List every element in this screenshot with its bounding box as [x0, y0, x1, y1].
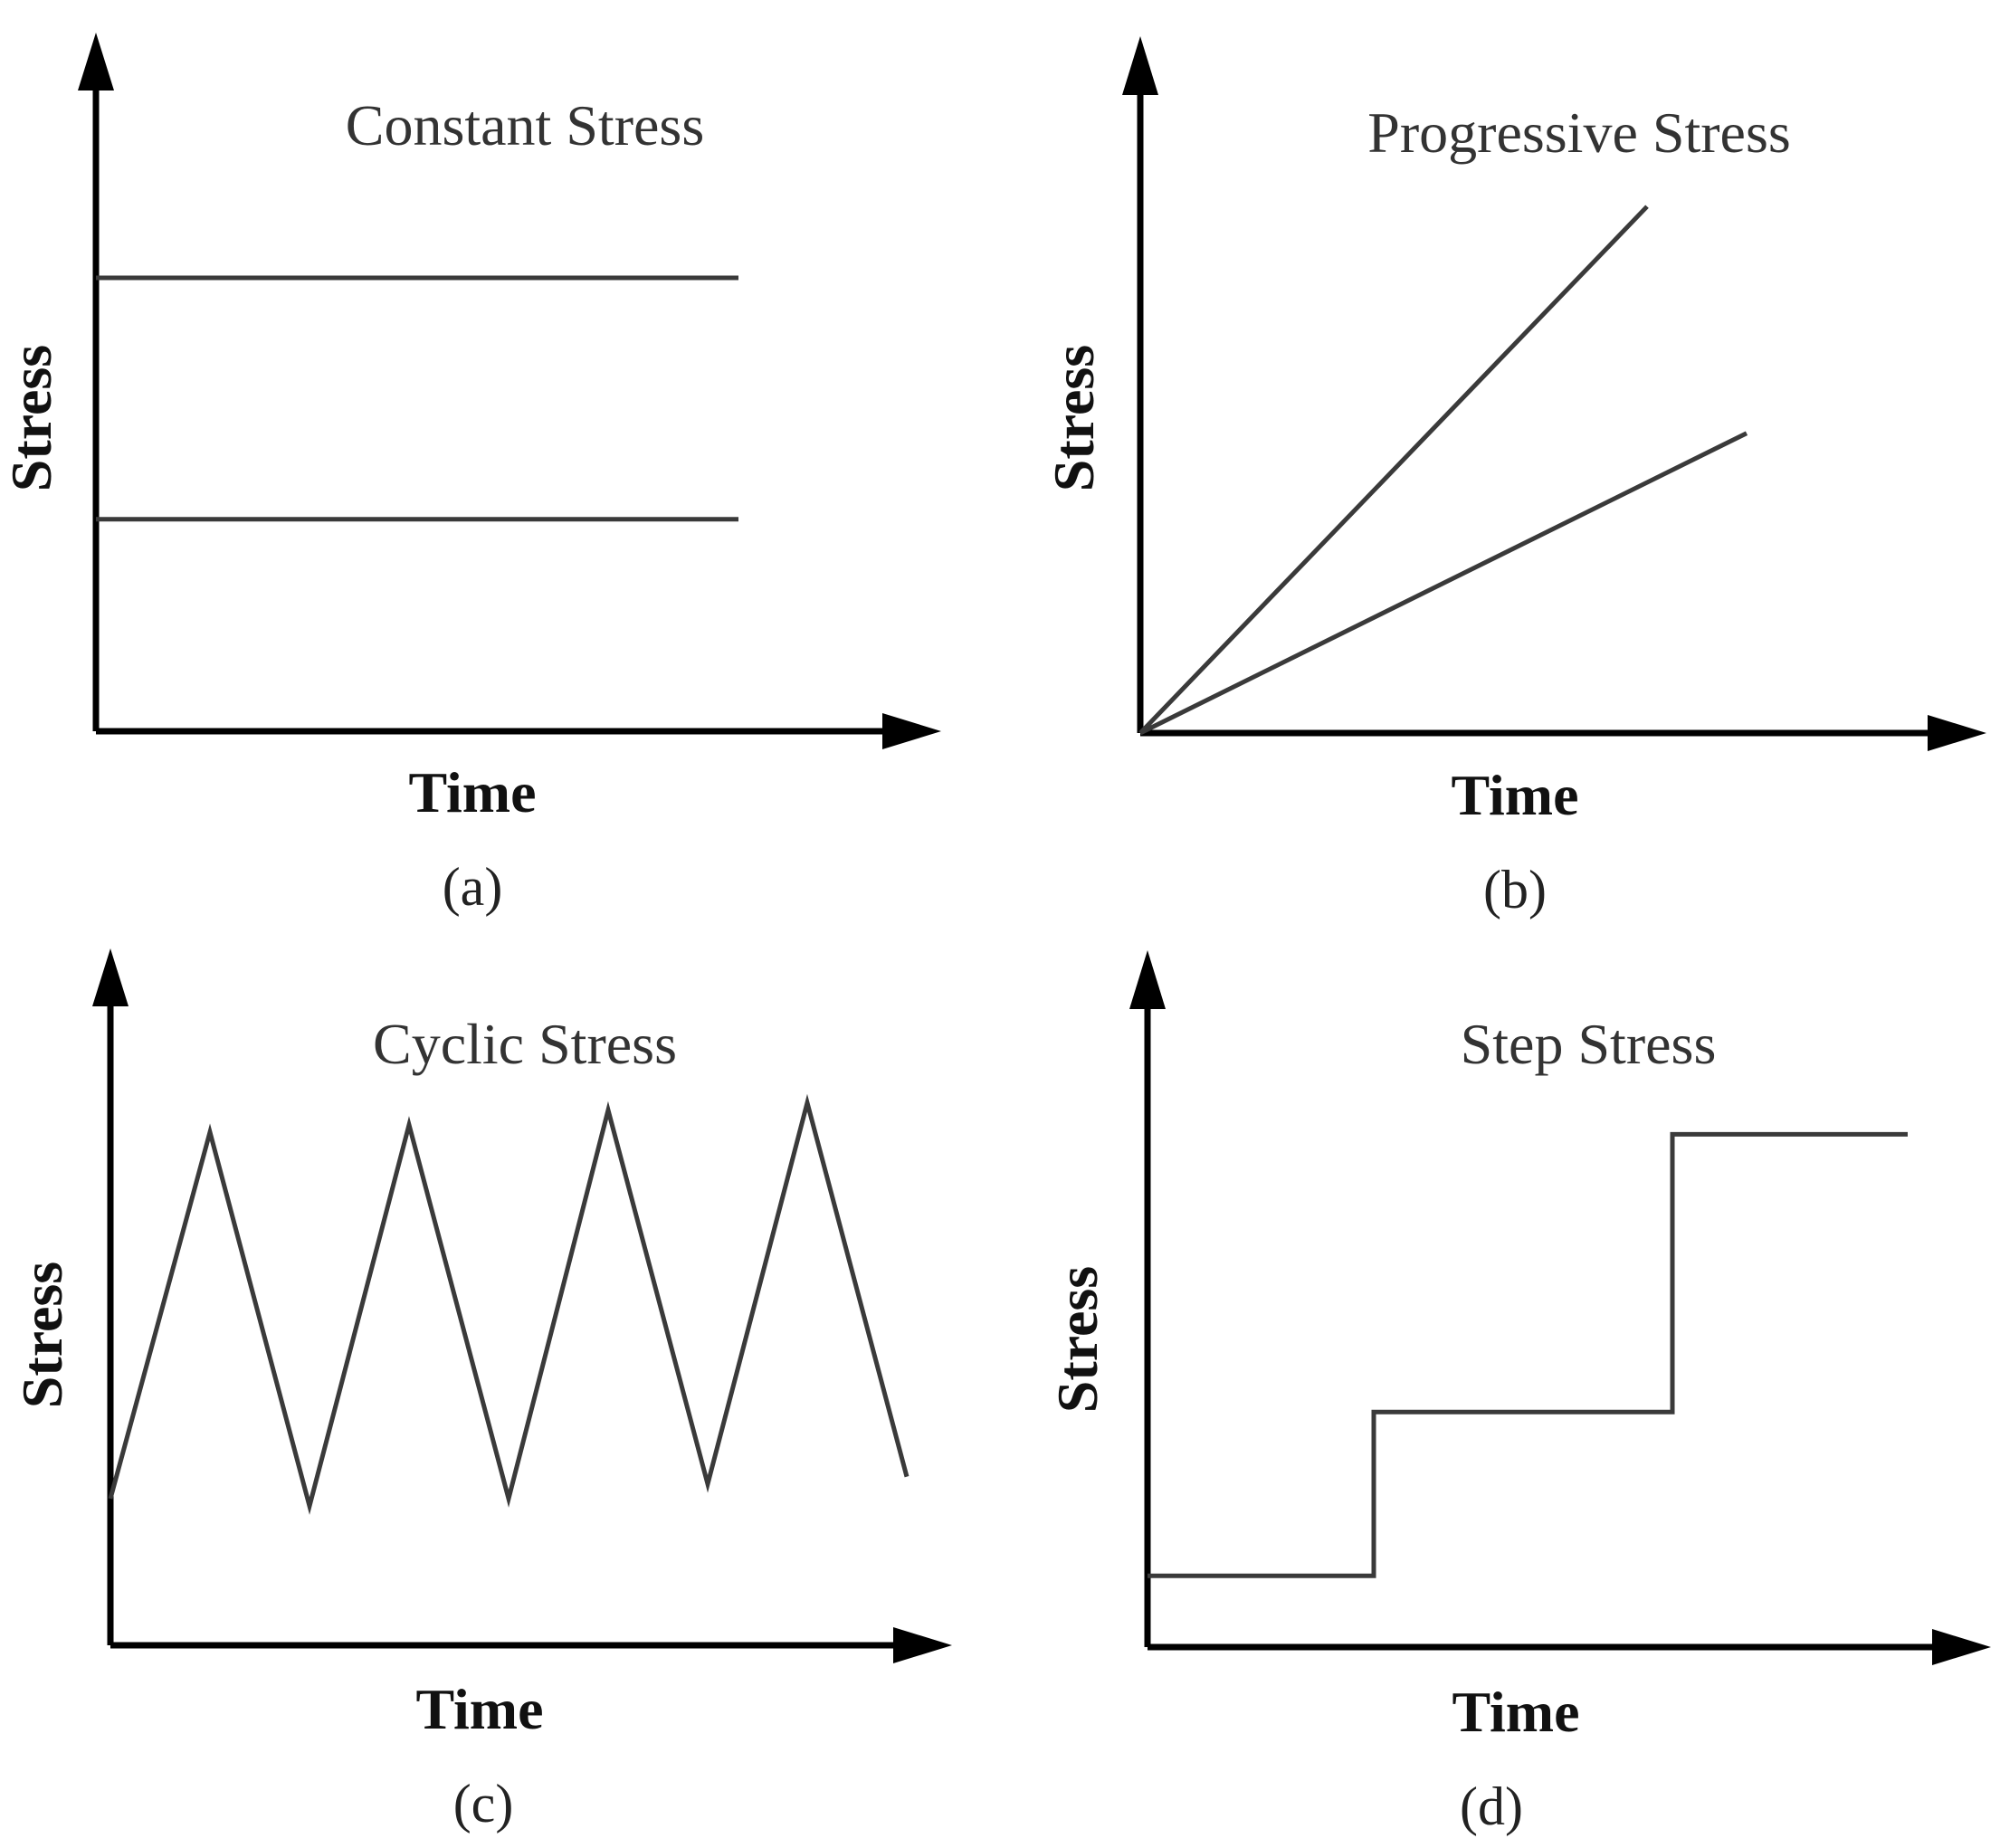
panel-d-y-arrowhead [1129, 950, 1166, 1009]
panel-b-caption: (b) [1483, 860, 1547, 919]
panel-c: Cyclic Stress Stress Time (c) [10, 948, 952, 1834]
panel-a-caption: (a) [443, 857, 503, 917]
panel-a-title: Constant Stress [346, 93, 704, 157]
panel-d-caption: (d) [1460, 1777, 1523, 1836]
panel-c-plot-area [108, 1093, 910, 1515]
panel-c-series-1-line [108, 1093, 910, 1515]
panel-a-y-arrowhead [78, 33, 114, 90]
panel-b-title: Progressive Stress [1367, 100, 1791, 165]
panel-a-plot-area [96, 275, 738, 522]
panel-a: Constant Stress Stress Time (a) [0, 33, 941, 917]
panel-d-y-axis-label: Stress [1045, 1266, 1110, 1413]
panel-d-x-axis-label: Time [1452, 1680, 1579, 1744]
panel-c-caption: (c) [453, 1774, 514, 1834]
panel-b-series-1-line [1138, 205, 1649, 735]
panel-d-series-1-line [1148, 1131, 1908, 1578]
panel-a-x-arrowhead [882, 713, 941, 749]
panel-c-title: Cyclic Stress [373, 1012, 677, 1076]
panel-b-y-axis-label: Stress [1042, 345, 1106, 491]
panel-c-y-arrowhead [92, 948, 129, 1006]
panel-a-x-axis-label: Time [408, 760, 536, 824]
panel-b-y-arrowhead [1122, 36, 1158, 95]
panel-a-y-axis-label: Stress [0, 345, 63, 491]
panel-b-plot-area [1138, 205, 1748, 736]
panel-c-x-axis-label: Time [415, 1677, 543, 1741]
panel-b-x-axis-label: Time [1451, 763, 1578, 827]
panel-b-series-2-line [1138, 431, 1748, 736]
panel-b-x-arrowhead [1928, 715, 1986, 751]
panel-c-x-arrowhead [893, 1627, 952, 1663]
panel-d-x-arrowhead [1932, 1629, 1991, 1665]
panel-d-title: Step Stress [1461, 1012, 1717, 1076]
panel-d: Step Stress Stress Time (d) [1045, 950, 1991, 1836]
panel-c-y-axis-label: Stress [10, 1262, 74, 1408]
panel-d-plot-area [1148, 1131, 1908, 1578]
panel-b: Progressive Stress Stress Time (b) [1042, 36, 1986, 919]
